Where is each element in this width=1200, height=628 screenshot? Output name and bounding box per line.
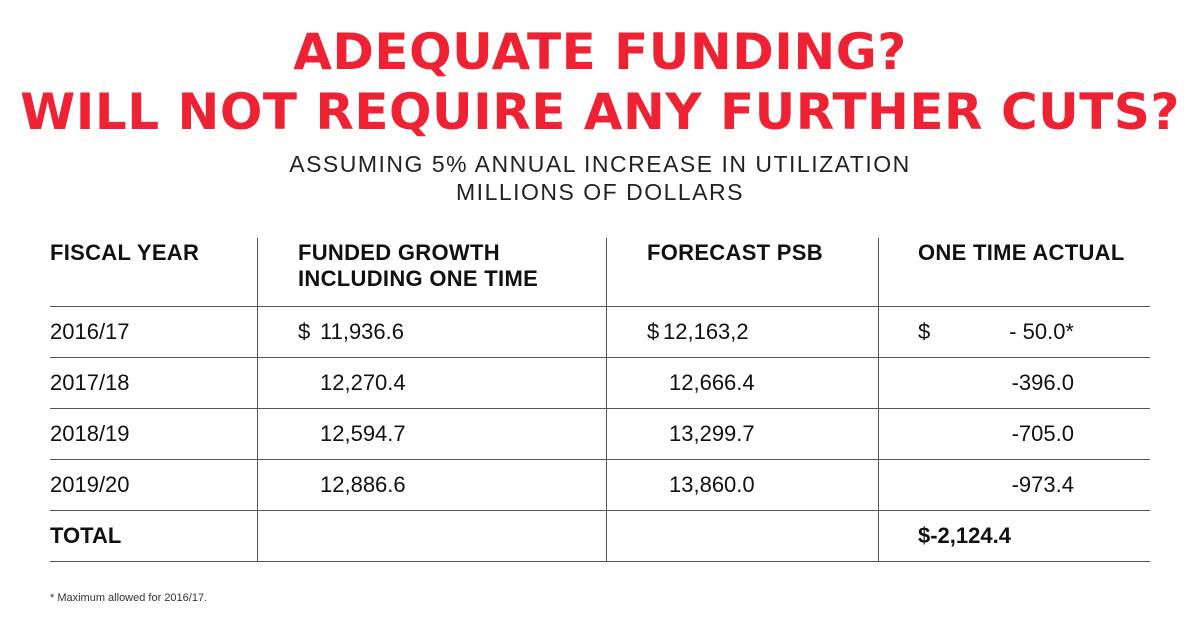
forecast-psb-cell: $ 12,163,2 xyxy=(606,307,878,357)
actual-value: -705.0 xyxy=(1011,421,1074,446)
header-one-time-actual: ONE TIME ACTUAL xyxy=(878,238,1150,306)
funded-value: 12,270.4 xyxy=(320,370,406,395)
fiscal-year-cell: 2016/17 xyxy=(50,307,257,357)
table-total-row: TOTAL $-2,124.4 xyxy=(50,511,1150,562)
header-funded-growth: FUNDED GROWTH INCLUDING ONE TIME xyxy=(257,238,606,306)
fiscal-year: 2018/19 xyxy=(50,421,130,446)
total-actual-value: $-2,124.4 xyxy=(918,523,1011,548)
table-row: 2017/18 12,270.4 12,666.4 -396.0 xyxy=(50,358,1150,409)
one-time-actual-cell: -396.0 xyxy=(878,358,1150,408)
funded-growth-cell: 12,886.6 xyxy=(257,460,606,510)
funded-value: 11,936.6 xyxy=(320,319,405,344)
actual-value: -973.4 xyxy=(1011,472,1074,497)
forecast-currency: $ xyxy=(647,319,660,344)
one-time-actual-cell: $ - 50.0* xyxy=(878,307,1150,357)
one-time-actual-cell: -705.0 xyxy=(878,409,1150,459)
title-line-1: ADEQUATE FUNDING? xyxy=(293,23,907,81)
funding-table: FISCAL YEAR FUNDED GROWTH INCLUDING ONE … xyxy=(50,238,1150,562)
total-label: TOTAL xyxy=(50,523,122,548)
forecast-psb-cell: 12,666.4 xyxy=(606,358,878,408)
fiscal-year-cell: 2017/18 xyxy=(50,358,257,408)
forecast-value: 12,666.4 xyxy=(669,370,755,395)
title-line-2: WILL NOT REQUIRE ANY FURTHER CUTS? xyxy=(20,83,1180,141)
fiscal-year-cell: 2018/19 xyxy=(50,409,257,459)
total-actual-cell: $-2,124.4 xyxy=(878,511,1150,561)
table-row: 2016/17 $ 11,936.6 $ 12,163,2 $ - 50.0* xyxy=(50,307,1150,358)
funded-value: 12,594.7 xyxy=(320,421,406,446)
forecast-psb-cell: 13,299.7 xyxy=(606,409,878,459)
funded-currency: $ xyxy=(298,319,311,344)
fiscal-year-cell: 2019/20 xyxy=(50,460,257,510)
fiscal-year: 2019/20 xyxy=(50,472,130,497)
header-fiscal-year: FISCAL YEAR xyxy=(50,240,200,265)
one-time-actual-cell: -973.4 xyxy=(878,460,1150,510)
total-forecast-cell xyxy=(606,511,878,561)
subtitle-line-2: MILLIONS OF DOLLARS xyxy=(456,179,744,205)
fiscal-year: 2016/17 xyxy=(50,319,130,344)
funded-growth-cell: $ 11,936.6 xyxy=(257,307,606,357)
funded-growth-cell: 12,594.7 xyxy=(257,409,606,459)
forecast-value: 13,860.0 xyxy=(669,472,755,497)
forecast-value: 13,299.7 xyxy=(669,421,755,446)
forecast-psb-cell: 13,860.0 xyxy=(606,460,878,510)
funded-value: 12,886.6 xyxy=(320,472,406,497)
fiscal-year: 2017/18 xyxy=(50,370,130,395)
total-funded-cell xyxy=(257,511,606,561)
total-label-cell: TOTAL xyxy=(50,511,257,561)
table-row: 2019/20 12,886.6 13,860.0 -973.4 xyxy=(50,460,1150,511)
footnote: * Maximum allowed for 2016/17. xyxy=(50,592,208,604)
actual-currency: $ xyxy=(918,319,931,344)
table-header-row: FISCAL YEAR FUNDED GROWTH INCLUDING ONE … xyxy=(50,238,1150,307)
funded-growth-cell: 12,270.4 xyxy=(257,358,606,408)
header-forecast-psb: FORECAST PSB xyxy=(606,238,878,306)
actual-value: -396.0 xyxy=(1011,370,1074,395)
table-row: 2018/19 12,594.7 13,299.7 -705.0 xyxy=(50,409,1150,460)
forecast-value: 12,163,2 xyxy=(663,319,749,344)
subtitle-line-1: ASSUMING 5% ANNUAL INCREASE IN UTILIZATI… xyxy=(289,151,911,177)
actual-value: - 50.0* xyxy=(1009,319,1074,344)
